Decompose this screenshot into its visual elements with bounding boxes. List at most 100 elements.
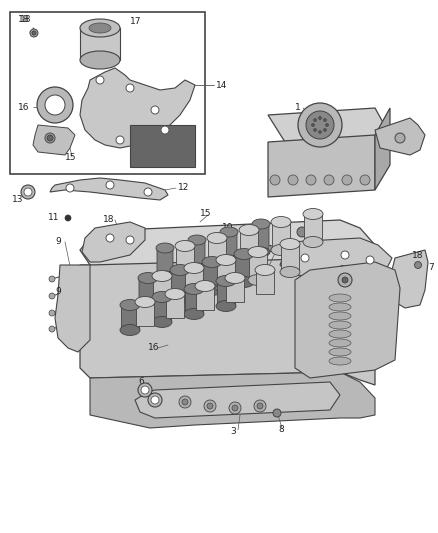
Text: 4: 4 bbox=[400, 257, 406, 266]
Ellipse shape bbox=[234, 248, 254, 260]
Ellipse shape bbox=[138, 272, 158, 284]
Polygon shape bbox=[185, 289, 203, 314]
Polygon shape bbox=[203, 260, 221, 292]
Ellipse shape bbox=[175, 240, 195, 252]
Text: 8: 8 bbox=[278, 425, 284, 434]
Circle shape bbox=[49, 310, 55, 316]
Circle shape bbox=[414, 262, 421, 269]
Circle shape bbox=[49, 293, 55, 299]
Circle shape bbox=[148, 393, 162, 407]
Ellipse shape bbox=[280, 266, 300, 278]
Ellipse shape bbox=[152, 271, 172, 281]
Circle shape bbox=[24, 188, 32, 196]
Circle shape bbox=[257, 403, 263, 409]
Circle shape bbox=[49, 326, 55, 332]
Circle shape bbox=[151, 106, 159, 114]
Ellipse shape bbox=[216, 301, 236, 311]
Text: 15: 15 bbox=[65, 154, 77, 163]
Circle shape bbox=[144, 188, 152, 196]
Circle shape bbox=[45, 133, 55, 143]
Polygon shape bbox=[50, 178, 168, 200]
Circle shape bbox=[341, 251, 349, 259]
Polygon shape bbox=[256, 270, 274, 294]
Ellipse shape bbox=[220, 227, 238, 237]
Ellipse shape bbox=[303, 208, 323, 220]
Circle shape bbox=[273, 409, 281, 417]
Polygon shape bbox=[171, 268, 189, 300]
Text: 12: 12 bbox=[178, 183, 189, 192]
Polygon shape bbox=[253, 222, 269, 254]
Ellipse shape bbox=[207, 261, 227, 271]
Circle shape bbox=[306, 111, 334, 139]
Ellipse shape bbox=[184, 284, 204, 295]
Text: 1: 1 bbox=[295, 103, 301, 112]
Ellipse shape bbox=[120, 300, 140, 311]
Text: 18: 18 bbox=[103, 215, 114, 224]
Ellipse shape bbox=[165, 288, 185, 300]
Ellipse shape bbox=[216, 254, 236, 265]
Polygon shape bbox=[55, 265, 90, 352]
Ellipse shape bbox=[135, 296, 155, 308]
Ellipse shape bbox=[89, 23, 111, 33]
Ellipse shape bbox=[280, 238, 300, 249]
Circle shape bbox=[45, 95, 65, 115]
Circle shape bbox=[342, 277, 348, 283]
Polygon shape bbox=[221, 230, 237, 262]
Circle shape bbox=[314, 118, 317, 122]
Ellipse shape bbox=[271, 245, 291, 255]
Ellipse shape bbox=[303, 237, 323, 247]
Text: 11: 11 bbox=[48, 214, 60, 222]
Circle shape bbox=[66, 184, 74, 192]
Polygon shape bbox=[189, 238, 205, 270]
Ellipse shape bbox=[252, 219, 270, 229]
Circle shape bbox=[204, 400, 216, 412]
Text: 18: 18 bbox=[412, 251, 424, 260]
Text: 18: 18 bbox=[20, 15, 32, 25]
Polygon shape bbox=[176, 246, 194, 274]
Polygon shape bbox=[139, 276, 157, 308]
Circle shape bbox=[126, 84, 134, 92]
Circle shape bbox=[298, 103, 342, 147]
Ellipse shape bbox=[329, 348, 351, 356]
Ellipse shape bbox=[216, 282, 236, 294]
Circle shape bbox=[395, 133, 405, 143]
Circle shape bbox=[324, 175, 334, 185]
Circle shape bbox=[314, 128, 317, 132]
Circle shape bbox=[96, 76, 104, 84]
Ellipse shape bbox=[329, 330, 351, 338]
Circle shape bbox=[182, 399, 188, 405]
Circle shape bbox=[32, 31, 36, 35]
Ellipse shape bbox=[202, 285, 222, 295]
Circle shape bbox=[106, 234, 114, 242]
Polygon shape bbox=[390, 250, 428, 308]
Circle shape bbox=[207, 403, 213, 409]
Circle shape bbox=[116, 136, 124, 144]
Ellipse shape bbox=[271, 216, 291, 228]
Polygon shape bbox=[240, 230, 258, 258]
Circle shape bbox=[323, 128, 326, 132]
Polygon shape bbox=[196, 286, 214, 310]
Circle shape bbox=[179, 396, 191, 408]
Circle shape bbox=[318, 117, 321, 119]
Polygon shape bbox=[281, 244, 299, 272]
Bar bbox=[10, 12, 205, 174]
Polygon shape bbox=[80, 220, 375, 272]
Text: 17: 17 bbox=[130, 18, 141, 27]
Polygon shape bbox=[157, 246, 173, 278]
Polygon shape bbox=[272, 222, 290, 250]
Ellipse shape bbox=[252, 247, 270, 257]
Polygon shape bbox=[217, 281, 235, 306]
Ellipse shape bbox=[120, 325, 140, 335]
Ellipse shape bbox=[207, 232, 227, 244]
Circle shape bbox=[318, 131, 321, 133]
Ellipse shape bbox=[152, 317, 172, 327]
Polygon shape bbox=[295, 262, 400, 378]
Polygon shape bbox=[80, 28, 120, 60]
Text: 13: 13 bbox=[12, 196, 24, 205]
Ellipse shape bbox=[138, 301, 158, 311]
Circle shape bbox=[141, 386, 149, 394]
Circle shape bbox=[306, 175, 316, 185]
Ellipse shape bbox=[220, 255, 238, 265]
Polygon shape bbox=[153, 297, 171, 322]
Ellipse shape bbox=[175, 269, 195, 279]
